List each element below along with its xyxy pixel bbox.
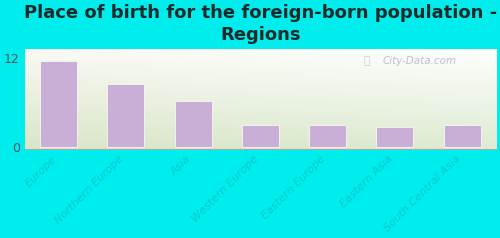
Bar: [444, 125, 480, 147]
Bar: [376, 127, 414, 147]
Bar: [107, 84, 144, 147]
Title: Place of birth for the foreign-born population -
Regions: Place of birth for the foreign-born popu…: [24, 4, 497, 44]
Bar: [242, 125, 279, 147]
Bar: [174, 101, 212, 147]
Bar: [309, 125, 346, 147]
Text: City-Data.com: City-Data.com: [383, 56, 457, 66]
Text: ⎘: ⎘: [364, 56, 370, 66]
Bar: [40, 61, 77, 147]
